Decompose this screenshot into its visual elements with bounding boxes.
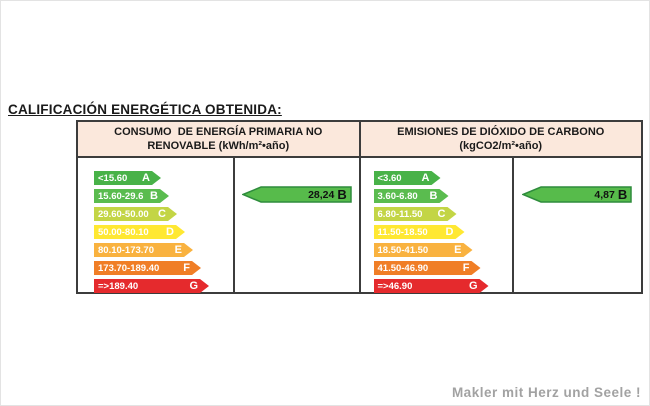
rating-bar-G: =>46.90 G bbox=[374, 279, 489, 293]
panel-header-line2: RENOVABLE (kWh/m²•año) bbox=[147, 140, 290, 152]
rating-letter: E bbox=[174, 244, 182, 256]
rating-scale-primary-energy: <15.60 A 15.60-29.6 B 29.60-50.00 C 50.00-80.1… bbox=[78, 158, 235, 292]
rating-bar-C: 29.60-50.00 C bbox=[94, 207, 177, 221]
panel-co2-emissions: EMISIONES DE DIÓXIDO DE CARBONO (kgCO2/m… bbox=[358, 122, 642, 292]
rating-bar-A: <3.60 A bbox=[374, 171, 441, 185]
rating-bar-F: 41.50-46.90 F bbox=[374, 261, 481, 275]
rating-range: 15.60-29.6 bbox=[98, 190, 144, 202]
result-cell-co2-emissions: 4,87 B bbox=[514, 158, 642, 292]
rating-bar-G: =>189.40 G bbox=[94, 279, 209, 293]
rating-bar-D: 11.50-18.50 D bbox=[374, 225, 465, 239]
obtained-rating-text: 28,24 B bbox=[308, 186, 347, 203]
panel-co2-emissions-body: <3.60 A 3.60-6.80 B 6.80-11.50 C 11.50-18.50 D 1… bbox=[361, 158, 642, 292]
obtained-rating-text: 4,87 B bbox=[594, 186, 627, 203]
rating-bar-F: 173.70-189.40 F bbox=[94, 261, 201, 275]
page-title: CALIFICACIÓN ENERGÉTICA OBTENIDA: bbox=[8, 102, 282, 117]
panel-primary-energy-body: <15.60 A 15.60-29.6 B 29.60-50.00 C 50.00-80.1… bbox=[78, 158, 359, 292]
rating-bar-C: 6.80-11.50 C bbox=[374, 207, 457, 221]
rating-bar-E: 80.10-173.70 E bbox=[94, 243, 193, 257]
panel-primary-energy: CONSUMO DE ENERGÍA PRIMARIA NO RENOVABLE… bbox=[78, 122, 359, 292]
rating-range: 11.50-18.50 bbox=[377, 226, 428, 238]
rating-letter: D bbox=[166, 226, 174, 238]
rating-letter: G bbox=[468, 280, 478, 292]
rating-letter: A bbox=[421, 172, 430, 184]
obtained-rating-arrow: 28,24 B bbox=[241, 186, 352, 203]
rating-letter: C bbox=[437, 208, 446, 220]
obtained-letter: B bbox=[617, 187, 628, 202]
rating-range: 3.60-6.80 bbox=[377, 190, 418, 202]
rating-letter: C bbox=[158, 208, 166, 220]
rating-bar-B: 15.60-29.6 B bbox=[94, 189, 169, 203]
rating-letter: F bbox=[462, 262, 470, 274]
obtained-letter: B bbox=[337, 187, 347, 202]
rating-letter: E bbox=[454, 244, 462, 256]
panel-co2-emissions-header: EMISIONES DE DIÓXIDO DE CARBONO (kgCO2/m… bbox=[360, 122, 641, 158]
rating-letter: A bbox=[142, 172, 150, 184]
rating-letter: G bbox=[189, 280, 198, 292]
rating-range: =>46.90 bbox=[377, 280, 413, 292]
rating-range: 18.50-41.50 bbox=[377, 244, 429, 256]
watermark-text: Makler mit Herz und Seele ! bbox=[451, 385, 641, 400]
result-cell-primary-energy: 28,24 B bbox=[235, 158, 359, 292]
rating-bar-D: 50.00-80.10 D bbox=[94, 225, 185, 239]
panel-header-line1: CONSUMO DE ENERGÍA PRIMARIA NO bbox=[114, 126, 323, 138]
rating-letter: F bbox=[183, 262, 190, 274]
obtained-value: 4,87 bbox=[594, 188, 615, 201]
obtained-value: 28,24 bbox=[308, 188, 335, 201]
rating-bar-E: 18.50-41.50 E bbox=[374, 243, 473, 257]
rating-bar-A: <15.60 A bbox=[94, 171, 161, 185]
obtained-rating-arrow: 4,87 B bbox=[522, 186, 632, 203]
rating-range: <15.60 bbox=[98, 172, 128, 184]
rating-letter: B bbox=[150, 190, 158, 202]
rating-range: 80.10-173.70 bbox=[98, 244, 154, 256]
rating-range: 173.70-189.40 bbox=[98, 262, 160, 274]
panel-primary-energy-header: CONSUMO DE ENERGÍA PRIMARIA NO RENOVABLE… bbox=[78, 122, 359, 158]
panel-header-line1: EMISIONES DE DIÓXIDO DE CARBONO bbox=[397, 126, 605, 138]
rating-letter: D bbox=[445, 226, 454, 238]
rating-scale-co2-emissions: <3.60 A 3.60-6.80 B 6.80-11.50 C 11.50-18.50 D 1… bbox=[361, 158, 514, 292]
rating-bar-B: 3.60-6.80 B bbox=[374, 189, 449, 203]
rating-range: 50.00-80.10 bbox=[98, 226, 149, 238]
rating-range: =>189.40 bbox=[98, 280, 139, 292]
rating-letter: B bbox=[429, 190, 438, 202]
rating-range: 6.80-11.50 bbox=[377, 208, 423, 220]
rating-range: <3.60 bbox=[377, 172, 402, 184]
rating-range: 29.60-50.00 bbox=[98, 208, 149, 220]
energy-rating-table: CONSUMO DE ENERGÍA PRIMARIA NO RENOVABLE… bbox=[76, 120, 643, 294]
panel-header-line2: (kgCO2/m²•año) bbox=[459, 140, 543, 152]
rating-range: 41.50-46.90 bbox=[377, 262, 429, 274]
